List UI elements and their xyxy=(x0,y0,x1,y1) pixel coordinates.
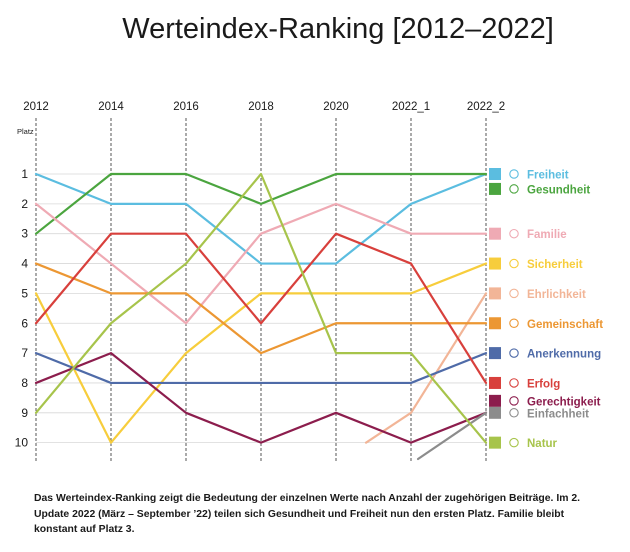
y-tick-label: 2 xyxy=(21,197,28,211)
legend-label-sicherheit: Sicherheit xyxy=(527,259,583,271)
series-line-gesundheit xyxy=(34,172,488,235)
chart-title: Werteindex-Ranking [2012–2022] xyxy=(122,13,554,45)
thumbs-up-icon xyxy=(509,348,519,358)
y-tick-label: 5 xyxy=(21,286,28,300)
wave-icon xyxy=(509,408,519,418)
document-icon xyxy=(509,288,519,299)
legend-swatch-gesundheit xyxy=(489,182,501,195)
lock-icon xyxy=(509,258,519,269)
legend-swatch-erfolg xyxy=(489,376,501,389)
series-line-sicherheit xyxy=(34,262,488,444)
y-tick-label: 9 xyxy=(21,406,28,420)
y-tick-label: 8 xyxy=(21,376,28,390)
legend-swatch-einfachheit xyxy=(489,406,501,419)
y-tick-label: 6 xyxy=(21,316,28,330)
x-tick-label: 2022_1 xyxy=(392,101,430,113)
legend-swatch-natur xyxy=(489,436,501,449)
legend-swatch-gerechtigkeit xyxy=(489,394,501,407)
y-tick-label: 4 xyxy=(21,257,28,271)
series-line-erfolg xyxy=(34,232,488,385)
legend-label-ehrlichkeit: Ehrlichkeit xyxy=(527,289,586,301)
trophy-icon xyxy=(509,378,519,388)
y-tick-label: 7 xyxy=(21,346,28,360)
series-line-natur xyxy=(34,172,488,444)
x-tick-label: 2018 xyxy=(248,101,274,113)
legend-label-erfolg: Erfolg xyxy=(527,378,560,390)
series-line-freiheit xyxy=(34,172,488,265)
legend-label-freiheit: Freiheit xyxy=(527,170,569,182)
legend-label-gesundheit: Gesundheit xyxy=(527,184,590,196)
series-line-anerkennung xyxy=(34,352,488,385)
x-tick-label: 2020 xyxy=(323,101,349,113)
series-line-gerechtigkeit xyxy=(34,352,488,444)
legend-swatch-sicherheit xyxy=(489,257,501,270)
y-axis-label: Platz xyxy=(17,127,34,136)
x-tick-label: 2012 xyxy=(23,101,49,113)
legend-label-gemeinschaft: Gemeinschaft xyxy=(527,319,603,331)
group-icon xyxy=(509,318,519,328)
legend-swatch-freiheit xyxy=(489,168,501,180)
heart-pulse-icon xyxy=(509,184,519,194)
x-tick-label: 2014 xyxy=(98,101,124,113)
series-line-gemeinschaft xyxy=(34,262,488,355)
legend-label-familie: Familie xyxy=(527,229,567,241)
scales-icon xyxy=(509,396,519,406)
legend-label-einfachheit: Einfachheit xyxy=(527,408,589,420)
chart-caption: Das Werteindex-Ranking zeigt die Bedeutu… xyxy=(34,493,580,535)
plant-icon xyxy=(509,437,519,448)
legend-swatch-familie xyxy=(489,227,501,240)
legend-swatch-ehrlichkeit xyxy=(489,287,501,300)
legend-swatch-gemeinschaft xyxy=(489,317,501,330)
legend-swatch-anerkennung xyxy=(489,347,501,360)
y-tick-label: 10 xyxy=(15,436,29,450)
series-line-familie xyxy=(34,202,488,325)
legend-label-natur: Natur xyxy=(527,438,558,450)
series-line-einfachheit xyxy=(416,411,488,461)
x-tick-label: 2016 xyxy=(173,101,199,113)
ranking-chart: Werteindex-Ranking [2012–2022] 2012 2014 20… xyxy=(15,13,603,462)
series-line-ehrlichkeit xyxy=(364,292,488,444)
family-icon xyxy=(509,228,519,239)
legend-label-anerkennung: Anerkennung xyxy=(527,349,601,361)
y-tick-label: 1 xyxy=(21,167,28,181)
flag-icon xyxy=(509,169,519,179)
y-tick-label: 3 xyxy=(21,227,28,241)
legend-label-gerechtigkeit: Gerechtigkeit xyxy=(527,396,601,408)
x-tick-label: 2022_2 xyxy=(467,101,505,113)
